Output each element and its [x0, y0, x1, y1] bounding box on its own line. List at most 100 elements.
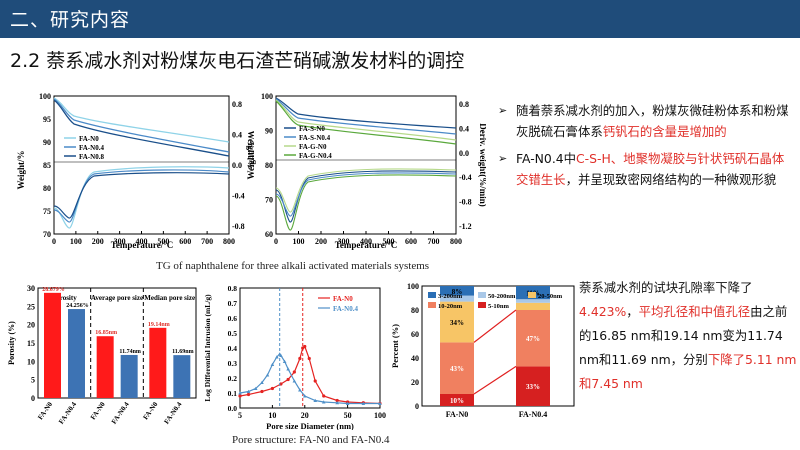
- data-point: [307, 356, 311, 361]
- tg2-curve-fa-s-n0: [275, 97, 457, 129]
- segment-label: 34%: [450, 319, 464, 327]
- group-label: Median pore size: [144, 294, 195, 302]
- y-tick-label: 0.1: [228, 389, 238, 398]
- stack-segment: [440, 342, 474, 394]
- bar-value-label: 16.85nm: [95, 330, 117, 336]
- y-tick-label: 5: [31, 376, 35, 385]
- tg2-curve-fa-g-n0: [275, 99, 457, 141]
- y-tick-label: 80: [43, 184, 51, 193]
- x-tick-label: 20: [301, 411, 309, 420]
- bar-value-label: 28.679%: [42, 287, 65, 293]
- group-label: Average pore size: [91, 294, 143, 302]
- tg1-ylabel-left: Weight/%: [16, 150, 26, 189]
- x-tick-label: 100: [374, 411, 386, 420]
- x-tick-label: 600: [179, 237, 191, 246]
- data-point: [270, 362, 275, 366]
- y-tick-label: 100: [407, 282, 419, 291]
- y-tick-label: 100: [261, 92, 273, 101]
- legend-label: 10-20nm: [438, 303, 463, 310]
- legend-label: 20-50nm: [538, 293, 563, 300]
- tg-caption: TG of naphthalene for three alkali activ…: [156, 260, 430, 272]
- data-point: [345, 401, 350, 405]
- y-tick-label: 60: [411, 330, 419, 339]
- y-right-tick-label: 0.4: [232, 131, 242, 140]
- x-tick-label: 100: [293, 237, 305, 246]
- bar: [120, 354, 138, 398]
- tg2-ylabel-left: Weight/%: [246, 140, 256, 179]
- arrow-bullet-icon: ➢: [498, 104, 508, 117]
- stack-segment: [440, 394, 474, 406]
- x-tick-label: 800: [223, 237, 235, 246]
- legend-swatch: [528, 292, 536, 298]
- x-tick-label: 400: [360, 237, 372, 246]
- x-tick-label: 200: [315, 237, 327, 246]
- y-tick-label: 70: [265, 196, 273, 205]
- body-text: 萘系减水剂的试块孔隙率下降了: [579, 280, 753, 295]
- tg-chart-1: 0 100 200 300 400 500 600 700 800 70 75 80 85 90 95 100…: [16, 92, 254, 250]
- bar-value-label: 11.74nm: [119, 349, 141, 355]
- series-line: [239, 345, 381, 405]
- legend-label: FA-G-N0: [299, 143, 327, 151]
- y-tick-label: 80: [411, 306, 419, 315]
- tg2-curve-fa-s-n0.4: [275, 98, 457, 135]
- highlight-text: C-S-H、地聚物凝胶与针状钙矾石晶体交错生长: [516, 151, 785, 187]
- body-text: FA-N0.4中: [516, 151, 577, 166]
- x-tick-label: 0: [274, 237, 278, 246]
- x-tick-label: 800: [450, 237, 462, 246]
- data-point: [265, 373, 270, 377]
- body-text: 由之前的16.85 nm和19.14 nm变为11.74 nm和11.69 nm…: [579, 304, 788, 367]
- plot-frame: [239, 287, 381, 409]
- bullet-list: ➢ 随着萘系减水剂的加入，粉煤灰微硅粉体系和粉煤灰脱硫石膏体系钙钒石的含量是增加的…: [498, 100, 796, 196]
- category-label: FA-N0.4: [163, 400, 184, 425]
- legend-label: 5-10nm: [488, 303, 510, 310]
- data-point: [282, 359, 287, 363]
- segment-label: 33%: [526, 383, 540, 391]
- data-point: [253, 386, 258, 390]
- data-point: [335, 398, 339, 403]
- highlight-text: 4.423%: [579, 304, 627, 319]
- y-right-tick-label: -1.2: [459, 222, 472, 231]
- x-tick-label: 200: [92, 237, 104, 246]
- y-tick-label: 80: [265, 161, 273, 170]
- body-text: ，: [626, 304, 639, 319]
- legend-label: FA-N0.8: [79, 153, 104, 161]
- y-tick-label: 85: [43, 161, 51, 170]
- legend-label: FA-G-N0.4: [299, 152, 332, 160]
- legend-label: 50-200nm: [488, 293, 516, 300]
- plot-frame: [37, 287, 197, 399]
- bar: [68, 309, 85, 398]
- y-tick-label: 70: [43, 230, 51, 239]
- trend-line: [473, 365, 517, 395]
- x-tick-label: 50: [344, 411, 352, 420]
- arrow-bullet-icon: ➢: [498, 152, 508, 165]
- bar-value-label: 24.256%: [66, 303, 89, 309]
- y-right-tick-label: -0.4: [232, 192, 245, 201]
- x-tick-label: 600: [405, 237, 417, 246]
- legend-label: FA-N0: [333, 295, 353, 303]
- y-tick-label: 90: [43, 138, 51, 147]
- body-text: 随着萘系减水剂的加入，粉煤灰微硅粉体系和粉煤灰脱硫石膏体系: [516, 103, 789, 139]
- tg1-deriv-fa-n0: [53, 166, 230, 229]
- data-point: [313, 398, 318, 402]
- y-right-tick-label: 0.0: [459, 149, 469, 158]
- tg2-ylabel-right: Deriv. weight(%/min): [478, 123, 486, 207]
- y-tick-label: 0.0: [228, 404, 238, 413]
- data-point: [302, 394, 307, 398]
- y-tick-label: 0.2: [228, 374, 238, 383]
- data-point: [246, 389, 251, 393]
- x-tick-label: 10: [268, 411, 276, 420]
- y-tick-label: 15: [27, 339, 35, 348]
- bar: [149, 327, 167, 398]
- category-label: FA-N0.4: [57, 400, 78, 425]
- data-point: [275, 355, 279, 359]
- tg1-curve-fa-n0.4: [53, 98, 230, 153]
- legend-label: FA-S-N0.4: [299, 134, 331, 142]
- y-tick-label: 30: [27, 284, 35, 293]
- data-point: [303, 344, 307, 349]
- y-tick-label: 0.8: [228, 284, 238, 293]
- y-tick-label: 40: [411, 354, 419, 363]
- x-tick-label: 700: [201, 237, 213, 246]
- y-right-tick-label: 0.4: [459, 124, 469, 133]
- stack-category-label: FA-N0.4: [519, 410, 548, 419]
